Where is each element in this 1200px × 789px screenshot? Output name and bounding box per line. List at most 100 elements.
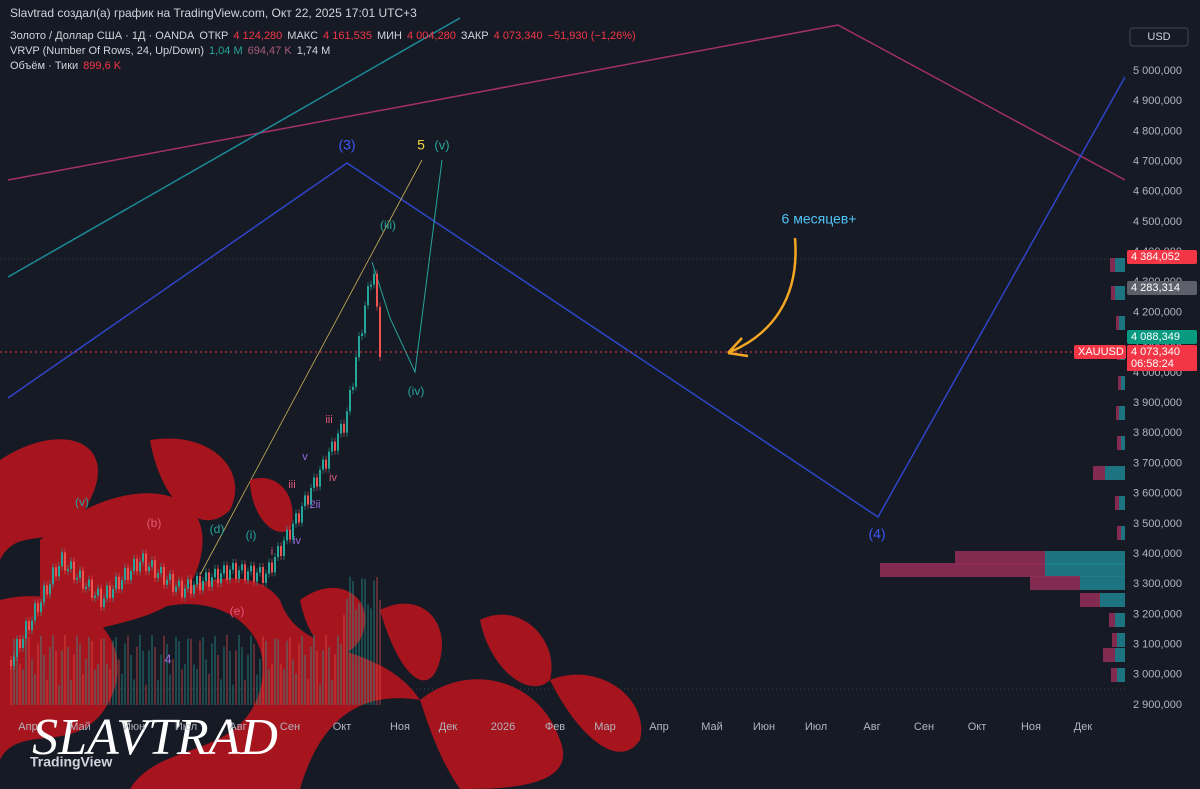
volume-bar bbox=[67, 646, 69, 705]
ohlc-value: 4 124,280 bbox=[233, 30, 283, 42]
profile-down bbox=[1117, 526, 1121, 540]
volume-bar bbox=[61, 650, 63, 705]
wave-label: (iii) bbox=[380, 218, 396, 232]
volume-bar bbox=[238, 635, 240, 705]
candle-body bbox=[316, 477, 318, 487]
volume-bar bbox=[73, 654, 75, 705]
price-label: 3 900,000 bbox=[1133, 397, 1182, 409]
volume-bar bbox=[211, 643, 213, 705]
candle-body bbox=[79, 570, 81, 578]
profile-up bbox=[1045, 563, 1125, 577]
profile-up bbox=[1080, 576, 1125, 590]
volume-bar bbox=[154, 647, 156, 705]
volume-bar bbox=[169, 674, 171, 705]
price-axis-panel bbox=[1125, 0, 1200, 789]
candle-body bbox=[148, 566, 150, 572]
wave-line bbox=[371, 159, 443, 374]
profile-up bbox=[1100, 593, 1125, 607]
time-label: Июл bbox=[175, 721, 197, 733]
profile-down bbox=[1115, 496, 1119, 510]
candle-body bbox=[208, 572, 210, 587]
profile-up bbox=[1121, 436, 1125, 450]
price-label: 3 500,000 bbox=[1133, 518, 1182, 530]
candle-body bbox=[283, 540, 285, 556]
price-tag-text: 4 283,314 bbox=[1131, 282, 1180, 294]
price-label: 3 800,000 bbox=[1133, 427, 1182, 439]
candle-body bbox=[187, 579, 189, 589]
volume-bar bbox=[175, 636, 177, 705]
candle-body bbox=[31, 620, 33, 631]
author-line: Slavtrad создал(а) график на TradingView… bbox=[10, 6, 417, 20]
candle-body bbox=[262, 567, 264, 583]
volume-bar bbox=[151, 635, 153, 705]
volume-bar bbox=[232, 684, 234, 705]
volume-bar bbox=[253, 643, 255, 705]
volume-bar bbox=[64, 635, 66, 705]
candle-body bbox=[367, 286, 369, 306]
volume-bar bbox=[55, 650, 57, 705]
volume-bar bbox=[163, 635, 165, 705]
wave-label: 5 bbox=[417, 137, 425, 153]
wave-label: (d) bbox=[210, 522, 225, 536]
profile-down bbox=[1080, 593, 1100, 607]
candle-body bbox=[358, 336, 360, 358]
volume-bar bbox=[289, 636, 291, 705]
price-label: 4 200,000 bbox=[1133, 306, 1182, 318]
volume-bar bbox=[259, 658, 261, 705]
volume-bar bbox=[28, 636, 30, 705]
candle-body bbox=[136, 558, 138, 572]
candle-body bbox=[373, 273, 375, 285]
volume-bar bbox=[343, 614, 345, 705]
candle-body bbox=[343, 423, 345, 433]
candle-body bbox=[175, 586, 177, 592]
candle-body bbox=[61, 552, 63, 567]
volume-bar bbox=[106, 664, 108, 705]
wave-label: iii bbox=[288, 479, 295, 491]
volume-bar bbox=[376, 576, 378, 705]
price-tag-text: 4 073,340 bbox=[1131, 346, 1180, 358]
volume-bar bbox=[184, 663, 186, 705]
candle-body bbox=[178, 580, 180, 587]
countdown: 06:58:24 bbox=[1131, 358, 1174, 370]
volume-bar bbox=[313, 635, 315, 705]
candle-body bbox=[238, 570, 240, 579]
candle-body bbox=[91, 579, 93, 598]
candle-body bbox=[205, 572, 207, 581]
wave-label: iii bbox=[325, 414, 332, 426]
volume-bar bbox=[217, 655, 219, 705]
candle-body bbox=[181, 580, 183, 598]
volume-bar bbox=[379, 599, 381, 705]
volume-bar bbox=[235, 650, 237, 705]
logo: TradingView bbox=[30, 754, 112, 770]
volume-bar bbox=[295, 673, 297, 705]
volume-label: Объём · Тики bbox=[10, 60, 79, 72]
candle-body bbox=[43, 585, 45, 603]
candle-body bbox=[169, 573, 171, 580]
candle-body bbox=[16, 639, 18, 657]
candle-body bbox=[259, 567, 261, 573]
wave-label: v bbox=[302, 451, 308, 463]
candle-body bbox=[322, 459, 324, 470]
candle-body bbox=[145, 553, 147, 572]
wave-label: 6 месяцев+ bbox=[782, 211, 857, 227]
candle-body bbox=[82, 570, 84, 589]
arrow-head bbox=[727, 337, 749, 358]
volume-bar bbox=[250, 635, 252, 705]
countdown-tag bbox=[1127, 358, 1197, 371]
volume-bar bbox=[223, 646, 225, 705]
candle-body bbox=[28, 621, 30, 631]
candle-body bbox=[160, 566, 162, 574]
price-label: 4 600,000 bbox=[1133, 186, 1182, 198]
symbol-tag bbox=[1074, 345, 1126, 359]
profile-down bbox=[1093, 466, 1105, 480]
candle-body bbox=[217, 568, 219, 584]
candle-body bbox=[133, 558, 135, 571]
volume-bar bbox=[79, 643, 81, 705]
candle-body bbox=[94, 595, 96, 598]
volume-bar bbox=[304, 655, 306, 705]
volume-bar bbox=[286, 640, 288, 705]
volume-bar bbox=[133, 679, 135, 705]
volume-bar bbox=[31, 659, 33, 705]
candle-body bbox=[199, 575, 201, 591]
candle-body bbox=[250, 565, 252, 572]
